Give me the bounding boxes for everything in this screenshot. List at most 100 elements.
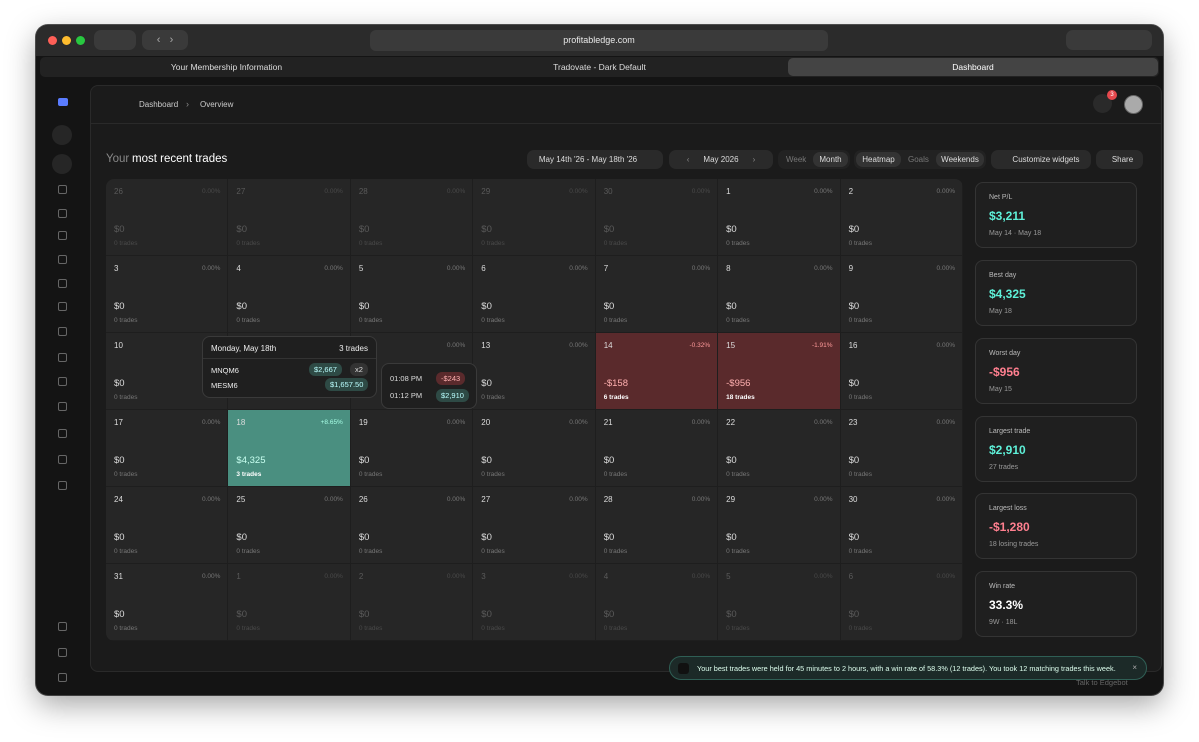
- sidebar-icon[interactable]: [58, 327, 67, 336]
- customize-widgets[interactable]: Customize widgets: [991, 150, 1091, 169]
- calendar-day[interactable]: 1 0.00% $0 0 trades: [718, 179, 840, 255]
- heatmap-option[interactable]: Heatmap: [856, 152, 901, 167]
- calendar-day[interactable]: 23 0.00% $0 0 trades: [840, 410, 962, 486]
- tab[interactable]: Your Membership Information: [170, 62, 283, 72]
- calendar-day[interactable]: 14 -0.32% -$158 6 trades: [595, 333, 718, 409]
- zoom-button[interactable]: [76, 36, 85, 45]
- day-pnl: $0: [603, 224, 615, 235]
- day-trades: 0 trades: [726, 317, 750, 324]
- calendar-day[interactable]: 28 0.00% $0 0 trades: [595, 487, 718, 563]
- sidebar-icon[interactable]: [58, 673, 67, 682]
- calendar-day[interactable]: 26 0.00% $0 0 trades: [106, 179, 228, 255]
- calendar-day[interactable]: 28 0.00% $0 0 trades: [350, 179, 473, 255]
- sidebar-icon[interactable]: [58, 302, 67, 311]
- calendar-day[interactable]: 26 0.00% $0 0 trades: [350, 487, 473, 563]
- sidebar-icon[interactable]: [58, 481, 67, 490]
- calendar-day[interactable]: 1 0.00% $0 0 trades: [228, 564, 350, 640]
- notifications[interactable]: [1093, 94, 1112, 113]
- tab[interactable]: Dashboard: [952, 62, 994, 72]
- calendar-day[interactable]: 29 0.00% $0 0 trades: [473, 179, 595, 255]
- avatar[interactable]: [1124, 95, 1143, 114]
- calendar-day[interactable]: 31 0.00% $0 0 trades: [106, 564, 228, 640]
- calendar-day[interactable]: 25 0.00% $0 0 trades: [228, 487, 350, 563]
- sidebar-icon[interactable]: [58, 255, 67, 264]
- edgebot-link[interactable]: Talk to Edgebot: [1076, 678, 1128, 687]
- day-trades: 0 trades: [726, 625, 750, 632]
- day-pnl: $0: [114, 609, 125, 620]
- calendar-day[interactable]: 5 0.00% $0 0 trades: [718, 564, 840, 640]
- day-pnl: $0: [481, 378, 492, 389]
- calendar-day[interactable]: 7 0.00% $0 0 trades: [595, 256, 718, 332]
- sidebar-icon[interactable]: [58, 209, 67, 218]
- calendar-day[interactable]: 6 0.00% $0 0 trades: [473, 256, 595, 332]
- breadcrumb[interactable]: Overview: [200, 100, 234, 109]
- day-pnl: $0: [481, 609, 492, 620]
- toolbar-actions[interactable]: [1066, 30, 1152, 50]
- sidebar-icon[interactable]: [58, 429, 67, 438]
- calendar-day[interactable]: 2 0.00% $0 0 trades: [350, 564, 473, 640]
- calendar-day[interactable]: 9 0.00% $0 0 trades: [840, 256, 962, 332]
- calendar-day[interactable]: 30 0.00% $0 0 trades: [595, 179, 718, 255]
- breadcrumb[interactable]: Dashboard: [139, 100, 179, 109]
- calendar-day[interactable]: 2 0.00% $0 0 trades: [840, 179, 962, 255]
- calendar-day[interactable]: 19 0.00% $0 0 trades: [350, 410, 473, 486]
- calendar-day[interactable]: 5 0.00% $0 0 trades: [350, 256, 473, 332]
- search-button[interactable]: [52, 125, 72, 145]
- date-range-picker[interactable]: May 14th '26 - May 18th '26: [527, 150, 663, 169]
- calendar-day[interactable]: 4 0.00% $0 0 trades: [595, 564, 718, 640]
- calendar-day[interactable]: 21 0.00% $0 0 trades: [595, 410, 718, 486]
- minimize-button[interactable]: [62, 36, 71, 45]
- calendar-day[interactable]: 3 0.00% $0 0 trades: [106, 256, 228, 332]
- address-bar[interactable]: profitabledge.com: [370, 30, 828, 51]
- sidebar-icon[interactable]: [58, 622, 67, 631]
- sidebar-icon[interactable]: [58, 353, 67, 362]
- day-trades: 0 trades: [481, 394, 505, 401]
- calendar-day[interactable]: 29 0.00% $0 0 trades: [718, 487, 840, 563]
- prev[interactable]: ‹: [686, 155, 690, 164]
- calendar-day[interactable]: 6 0.00% $0 0 trades: [840, 564, 962, 640]
- month-picker[interactable]: ‹ May 2026 ›: [669, 150, 773, 169]
- nav-buttons[interactable]: ‹ ›: [142, 30, 188, 50]
- tab[interactable]: Tradovate - Dark Default: [553, 62, 646, 72]
- sidebar-toggle[interactable]: [94, 30, 136, 50]
- sidebar-icon[interactable]: [58, 648, 67, 657]
- calendar-day[interactable]: 30 0.00% $0 0 trades: [840, 487, 962, 563]
- divider: [203, 358, 376, 359]
- sidebar-icon[interactable]: [58, 455, 67, 464]
- day-trades: 0 trades: [358, 317, 383, 324]
- sidebar-icon[interactable]: [58, 279, 67, 288]
- goals-option[interactable]: Goals: [908, 155, 929, 164]
- toast-close[interactable]: ×: [1132, 663, 1137, 672]
- share[interactable]: Share: [1096, 150, 1143, 169]
- day-trades: 0 trades: [726, 240, 750, 247]
- weekends-option[interactable]: Weekends: [936, 152, 984, 167]
- day-trades: 0 trades: [481, 240, 505, 247]
- calendar-day[interactable]: 22 0.00% $0 0 trades: [718, 410, 840, 486]
- sidebar-icon[interactable]: [58, 185, 67, 194]
- home-button[interactable]: [52, 154, 72, 174]
- close-button[interactable]: [48, 36, 57, 45]
- sidebar-icon[interactable]: [58, 402, 67, 411]
- calendar-day[interactable]: 16 0.00% $0 0 trades: [840, 333, 962, 409]
- month-option[interactable]: Month: [813, 152, 848, 167]
- calendar-day[interactable]: 15 -1.91% -$956 18 trades: [718, 333, 840, 409]
- calendar-day[interactable]: 13 0.00% $0 0 trades: [473, 333, 595, 409]
- calendar-day[interactable]: 17 0.00% $0 0 trades: [106, 410, 228, 486]
- day-trades: 0 trades: [114, 625, 138, 632]
- sidebar-icon[interactable]: [58, 377, 67, 386]
- calendar-day[interactable]: 8 0.00% $0 0 trades: [718, 256, 840, 332]
- calendar-day[interactable]: 27 0.00% $0 0 trades: [228, 179, 350, 255]
- calendar-day[interactable]: 24 0.00% $0 0 trades: [106, 487, 228, 563]
- calendar-day[interactable]: 3 0.00% $0 0 trades: [473, 564, 595, 640]
- sidebar-icon[interactable]: [58, 231, 67, 240]
- logo[interactable]: [58, 98, 68, 106]
- calendar-day[interactable]: 18 +8.65% $4,325 3 trades: [228, 410, 350, 486]
- stat-card: Largest trade $2,910 27 trades: [975, 416, 1137, 482]
- calendar-day[interactable]: 27 0.00% $0 0 trades: [473, 487, 595, 563]
- next[interactable]: ›: [752, 155, 756, 164]
- week-option[interactable]: Week: [786, 155, 807, 164]
- calendar-day[interactable]: 4 0.00% $0 0 trades: [228, 256, 350, 332]
- calendar-day[interactable]: 20 0.00% $0 0 trades: [473, 410, 595, 486]
- day-trades: 0 trades: [726, 471, 750, 478]
- day-pnl: $0: [114, 378, 125, 389]
